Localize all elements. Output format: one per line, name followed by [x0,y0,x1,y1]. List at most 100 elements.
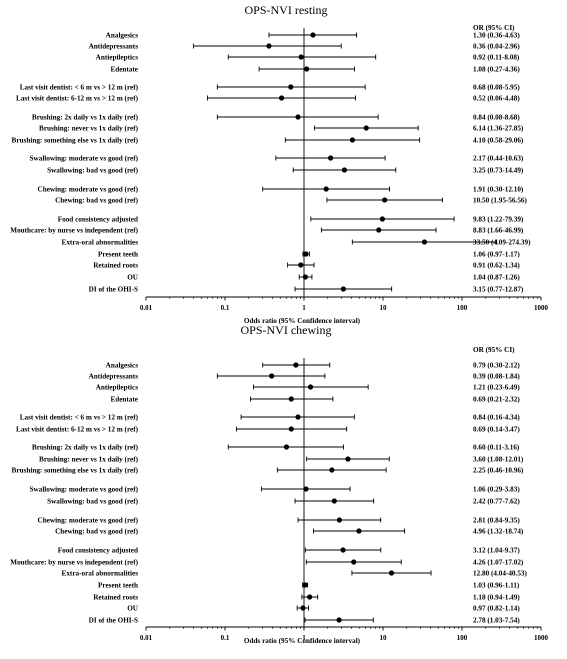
point-estimate [293,362,299,368]
panel-title: OPS-NVI chewing [241,323,332,337]
or-value-label: 0.84 (0.16-4.34) [473,414,520,422]
row-label: Last visit dentist: < 6 m vs > 12 m (ref… [20,84,139,92]
or-value-label: 1.06 (0.29-3.83) [473,486,520,494]
or-column-header: OR (95% CI) [473,346,515,354]
point-estimate [376,227,382,233]
or-value-label: 1.03 (0.96-1.11) [473,582,520,590]
point-estimate [302,274,308,280]
panel-resting: OPS-NVI resting OR (95% CI) Odds ratio (… [10,3,548,325]
row-label: DI of the OHI-S [89,286,138,294]
row-label: Swallowing: bad vs good (ref) [47,498,139,506]
row-label: Brushing: something else vs 1x daily (re… [12,467,139,475]
or-value-label: 2.78 (1.03-7.54) [473,617,520,625]
point-estimate [303,251,309,257]
point-estimate [331,498,337,504]
or-value-label: 3.60 (1.08-12.01) [473,456,524,464]
or-value-label: 1.91 (0.30-12.10) [473,186,524,194]
or-value-label: 1.30 (0.36-4.63) [473,32,520,40]
point-estimate [303,486,309,492]
x-tick-label: 0.1 [221,304,230,312]
or-value-label: 0.92 (0.11-8.08) [473,54,520,62]
or-value-label: 0.79 (0.30-2.12) [473,362,520,370]
or-value-label: 4.26 (1.07-17.02) [473,559,524,567]
row-label: Last visit dentist: 6-12 m vs > 12 m (re… [16,95,139,103]
point-estimate [310,32,316,38]
x-tick-label: 1000 [534,304,549,312]
point-estimate [327,155,334,161]
or-value-label: 1.04 (0.87-1.26) [473,274,520,282]
row-label: Analgesics [106,32,139,40]
point-estimate [288,84,294,90]
row-label: Food consistency adjusted [58,216,138,224]
row-label: DI of the OHI-S [89,617,138,625]
or-value-label: 0.84 (0.08-8.68) [473,114,520,122]
or-value-label: 0.60 (0.11-3.16) [473,444,520,452]
x-axis-label: Odds ratio (95% Confidence interval) [244,317,361,325]
point-estimate [351,559,357,565]
or-value-label: 10.50 (1.95-56.56) [473,197,528,205]
row-label: Chewing: moderate vs good (ref) [38,517,139,525]
row-label: Antiepileptics [96,54,139,62]
point-estimate [288,426,294,432]
or-value-label: 33.50 (4.09-274.39) [473,239,531,247]
point-estimate [336,517,343,523]
panel-title: OPS-NVI resting [245,3,328,17]
point-estimate [323,186,329,192]
x-tick-label: 10 [380,304,388,312]
or-value-label: 0.39 (0.08-1.84) [473,373,520,381]
point-estimate [278,95,285,101]
point-estimate [356,528,362,534]
point-estimate [269,373,275,379]
point-estimate [295,114,301,120]
point-estimate [349,137,356,143]
or-value-label: 4.10 (0.58-29.06) [473,137,524,145]
or-value-label: 2.25 (0.46-10.96) [473,467,524,475]
row-label: Chewing: moderate vs good (ref) [38,186,139,194]
panel-chewing: OPS-NVI chewing OR (95% CI) Odds ratio (… [10,323,548,645]
row-label: Edentate [110,66,138,74]
or-value-label: 3.25 (0.73-14.49) [473,167,524,175]
point-estimate [329,467,335,473]
or-value-label: 0.69 (0.21-2.32) [473,396,520,404]
row-label: Swallowing: bad vs good (ref) [47,167,139,175]
row-label: Antidepressants [89,373,139,381]
or-value-label: 0.69 (0.14-3.47) [473,426,520,434]
row-label: Mouthcare: by nurse vs independent (ref) [10,559,138,567]
point-estimate [382,197,388,203]
x-tick-label: 0.1 [221,634,230,642]
row-label: Swallowing: moderate vs good (ref) [30,155,139,163]
row-label: Brushing: 2x daily vs 1x daily (ref) [32,444,139,452]
point-estimate [283,444,290,450]
row-label: Present teeth [98,582,138,590]
point-estimate [421,239,428,245]
or-value-label: 2.17 (0.44-10.63) [473,155,524,163]
point-estimate [345,456,351,462]
x-tick-label: 100 [457,634,468,642]
row-label: Antiepileptics [96,384,139,392]
x-tick-label: 1000 [534,634,549,642]
point-estimate [304,66,310,72]
row-label: Brushing: 2x daily vs 1x daily (ref) [32,114,139,122]
point-estimate [300,605,306,611]
or-value-label: 1.18 (0.94-1.49) [473,594,520,602]
point-estimate [379,216,386,222]
row-label: Swallowing: moderate vs good (ref) [30,486,139,494]
or-value-label: 1.08 (0.27-4.36) [473,66,520,74]
point-estimate [266,43,272,49]
or-column-header: OR (95% CI) [473,24,515,32]
point-estimate [340,547,346,553]
x-tick-label: 100 [457,304,468,312]
x-tick-label: 10 [380,634,388,642]
or-value-label: 0.52 (0.06-4.48) [473,95,520,103]
row-label: Antidepressants [89,43,139,51]
x-axis-label: Odds ratio (95% Confidence interval) [244,637,361,645]
or-value-label: 2.81 (0.84-9.35) [473,517,520,525]
or-value-label: 0.68 (0.08-5.95) [473,84,520,92]
point-estimate [307,384,314,390]
or-value-label: 9.83 (1.22-79.39) [473,216,524,224]
row-label: Chewing: bad vs good (ref) [55,197,139,205]
point-estimate [288,396,294,402]
row-label: Mouthcare: by nurse vs independent (ref) [10,227,138,235]
